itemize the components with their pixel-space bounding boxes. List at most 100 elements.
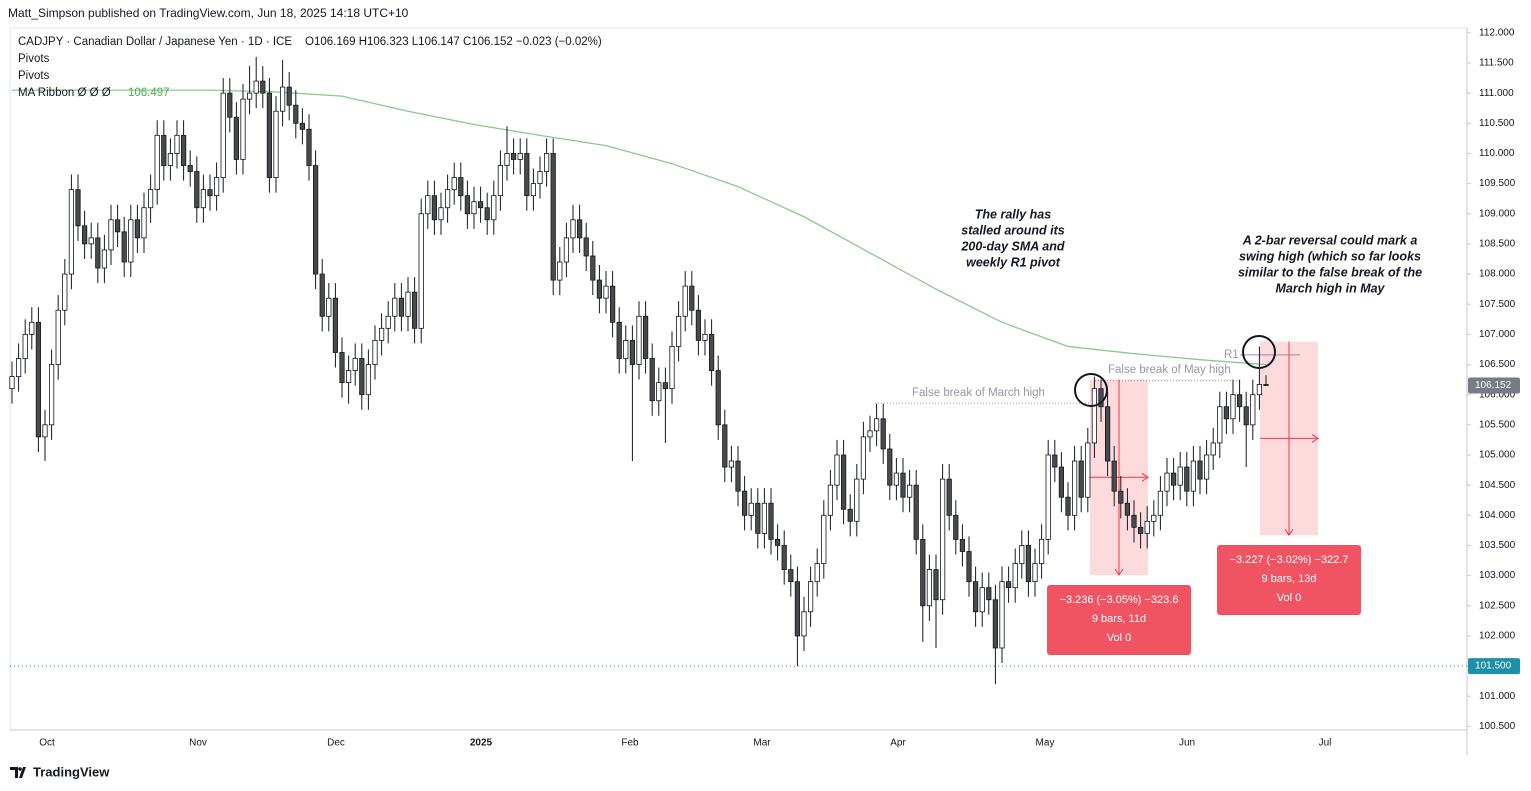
candle-body bbox=[154, 134, 160, 191]
measure-arrowhead bbox=[1311, 433, 1319, 443]
candle-body bbox=[596, 279, 603, 299]
candle-body bbox=[649, 358, 655, 402]
candle-body bbox=[1263, 384, 1269, 386]
y-tick-label: 105.500 bbox=[1479, 419, 1516, 430]
y-tick-label: 108.000 bbox=[1479, 269, 1516, 280]
y-tick-label: 106.500 bbox=[1479, 359, 1516, 370]
annotation: The rally has bbox=[975, 207, 1051, 221]
candle-body bbox=[101, 249, 107, 269]
y-tick-label: 110.500 bbox=[1479, 118, 1515, 129]
y-tick-label: 111.000 bbox=[1479, 88, 1514, 99]
candle-body bbox=[326, 297, 332, 317]
candle-body bbox=[1210, 442, 1216, 456]
candle-body bbox=[788, 569, 794, 583]
candle-body bbox=[1019, 545, 1025, 564]
last-price: 106.152 bbox=[1475, 380, 1512, 391]
measure-label: 9 bars, 11d bbox=[1092, 613, 1146, 625]
candle-body bbox=[464, 195, 471, 215]
candle-body bbox=[1230, 394, 1236, 420]
candle-body bbox=[220, 92, 226, 178]
candle-body bbox=[1078, 460, 1084, 498]
measure-label: 9 bars, 13d bbox=[1261, 573, 1316, 585]
y-tick-label: 102.000 bbox=[1479, 631, 1516, 642]
candle-body bbox=[583, 237, 589, 257]
measure-arrowhead bbox=[1141, 472, 1149, 482]
candle-body bbox=[775, 539, 781, 546]
candle-body bbox=[827, 484, 834, 516]
marks: 100.500 101.000 101.500 102.000 102.500 103.0… bbox=[9, 27, 1520, 749]
measure-label-box bbox=[1047, 585, 1191, 655]
candle-body bbox=[378, 327, 385, 341]
candle-body bbox=[55, 309, 61, 365]
y-tick-label: 109.000 bbox=[1479, 208, 1516, 219]
candle-body bbox=[22, 333, 28, 359]
candle-body bbox=[1091, 388, 1097, 444]
candle-body bbox=[1256, 384, 1262, 396]
candle-body bbox=[9, 376, 15, 390]
candle-body bbox=[999, 581, 1005, 649]
candle-body bbox=[75, 189, 81, 227]
candle-body bbox=[332, 297, 339, 353]
y-tick-label: 102.500 bbox=[1479, 600, 1516, 611]
candle-body bbox=[834, 454, 840, 486]
candle-body bbox=[187, 165, 193, 172]
candle-body bbox=[1243, 406, 1249, 426]
candle-body bbox=[1025, 545, 1031, 583]
candle-body bbox=[742, 490, 748, 516]
candle-body bbox=[438, 207, 444, 221]
annotation: March high in May bbox=[1275, 281, 1385, 295]
y-tick-label: 106.000 bbox=[1479, 389, 1516, 400]
candle-body bbox=[200, 189, 206, 209]
candle-body bbox=[385, 315, 391, 329]
candle-body bbox=[735, 460, 741, 492]
symbol: CADJPY · Canadian Dollar / Japanese Yen … bbox=[18, 36, 292, 48]
measure-label: −3.227 (−3.02%) −322.7 bbox=[1230, 554, 1349, 566]
candle-body bbox=[907, 484, 913, 498]
level-label: False break of March high bbox=[912, 387, 1045, 399]
candle-body bbox=[82, 225, 88, 245]
candle-body bbox=[1217, 406, 1223, 444]
y-tick-label: 107.000 bbox=[1479, 329, 1516, 340]
candle-body bbox=[418, 213, 424, 329]
candle-body bbox=[286, 86, 292, 106]
candle-body bbox=[517, 153, 523, 160]
level-label: False break of May high bbox=[1108, 364, 1231, 376]
candle-body bbox=[1223, 406, 1229, 420]
measure-label: Vol 0 bbox=[1277, 592, 1301, 604]
candle-body bbox=[95, 237, 101, 269]
candle-body bbox=[887, 448, 893, 486]
candle-body bbox=[352, 358, 358, 371]
candle-body bbox=[233, 116, 239, 160]
candle-body bbox=[266, 92, 273, 178]
x-tick-label: Jun bbox=[1179, 738, 1195, 749]
y-tick-label: 110.000 bbox=[1479, 148, 1515, 159]
candle-body bbox=[702, 333, 708, 341]
annotation: A 2-bar reversal could mark a bbox=[1242, 233, 1418, 247]
candle-body bbox=[431, 195, 438, 221]
candle-body bbox=[755, 502, 761, 534]
x-tick-label: 2025 bbox=[470, 738, 493, 749]
candle-body bbox=[1052, 454, 1058, 468]
candle-body bbox=[1138, 526, 1144, 534]
candle-body bbox=[339, 352, 345, 384]
candle-body bbox=[260, 80, 266, 94]
candle-body bbox=[656, 382, 662, 402]
candle-body bbox=[986, 587, 992, 601]
candle-body bbox=[405, 291, 411, 317]
candle-body bbox=[940, 478, 946, 601]
candle-body bbox=[359, 358, 365, 396]
candle-body bbox=[141, 207, 147, 239]
x-tick-label: Nov bbox=[189, 738, 207, 749]
line-price: 101.500 bbox=[1475, 661, 1512, 672]
candle-body bbox=[1237, 394, 1243, 408]
candle-body bbox=[134, 219, 140, 239]
candle-body bbox=[676, 315, 682, 347]
candle-body bbox=[62, 273, 68, 311]
x-tick-label: Jul bbox=[1319, 738, 1332, 749]
candle-body bbox=[801, 611, 807, 637]
annotation: stalled around its bbox=[961, 223, 1065, 237]
candle-body bbox=[1032, 563, 1038, 583]
candle-body bbox=[636, 315, 642, 365]
candle-body bbox=[590, 255, 596, 281]
candle-body bbox=[425, 195, 431, 215]
